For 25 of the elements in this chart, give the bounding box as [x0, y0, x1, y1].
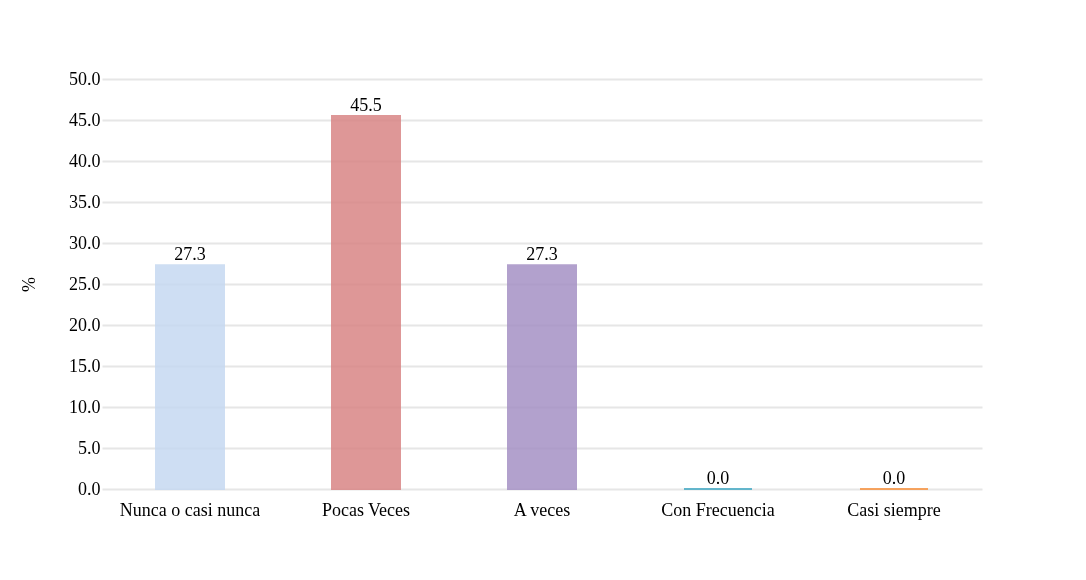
y-tick-label: 50.0: [69, 68, 101, 89]
y-axis-title: %: [19, 277, 39, 292]
data-label: 27.3: [526, 244, 558, 265]
x-tick-label: A veces: [513, 499, 571, 520]
y-tick-label: 30.0: [69, 232, 101, 253]
x-tick-label: Pocas Veces: [321, 499, 411, 520]
y-tick-label: 20.0: [69, 314, 101, 335]
bar: [331, 114, 401, 490]
data-label: 0.0: [882, 468, 906, 488]
data-label: 0.0: [706, 468, 730, 488]
x-tick-label: Nunca o casi nunca: [119, 499, 261, 520]
data-label: 45.5: [350, 94, 382, 115]
y-tick-label: 15.0: [69, 355, 101, 376]
y-tick-label: 5.0: [78, 437, 101, 458]
y-tick-label: 10.0: [69, 396, 101, 417]
y-tick-label: 25.0: [69, 273, 101, 294]
y-tick-label: 35.0: [69, 191, 101, 212]
data-label: 27.3: [174, 244, 206, 265]
bar: [507, 264, 577, 490]
y-tick-label: 45.0: [69, 109, 101, 130]
y-tick-label: 0.0: [78, 478, 101, 499]
x-tick-label: Con Frecuencia: [661, 499, 775, 520]
bar: [155, 264, 225, 490]
x-tick-label: Casi siempre: [847, 499, 941, 520]
y-tick-label: 40.0: [69, 150, 101, 171]
